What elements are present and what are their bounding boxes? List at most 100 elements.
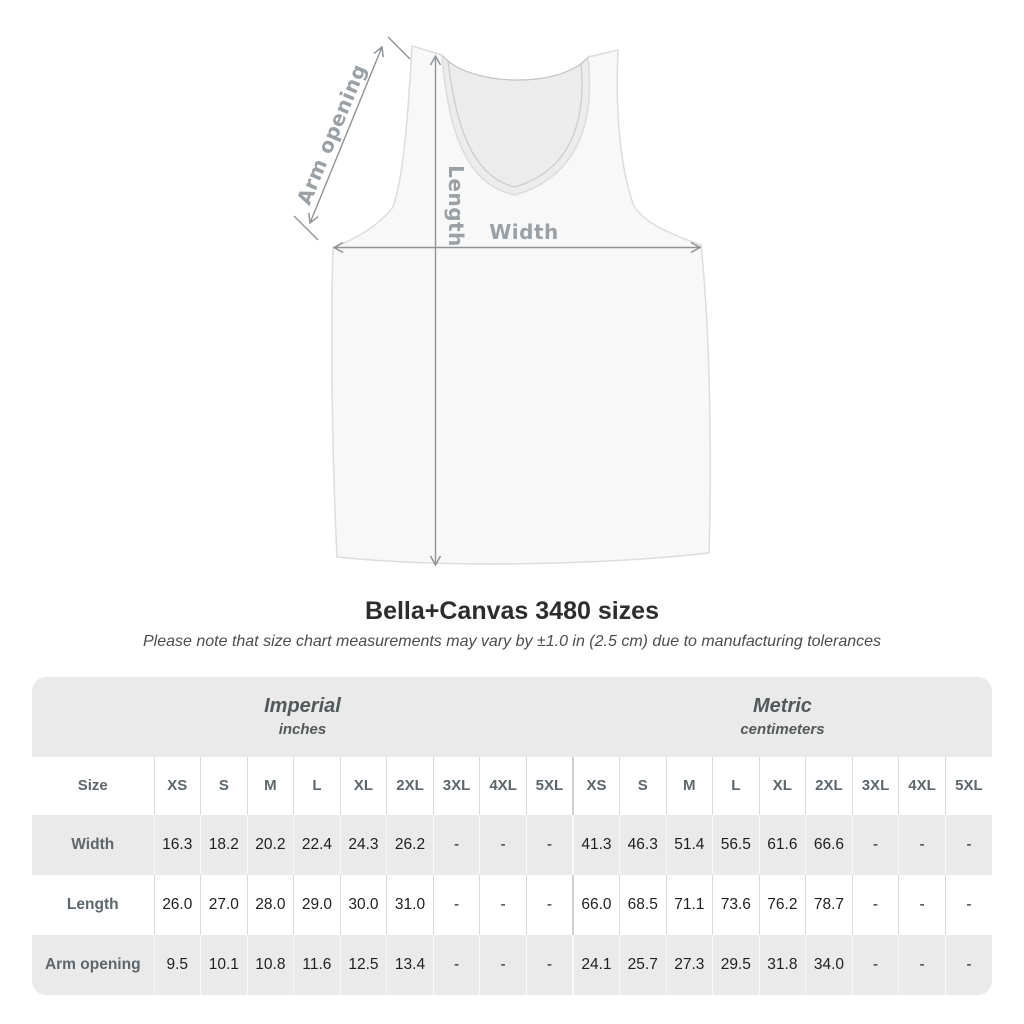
col-header-2xl-imperial: 2XL xyxy=(386,756,434,815)
unit-group-metric: Metric centimeters xyxy=(572,676,992,757)
row-label: Arm opening xyxy=(44,955,141,973)
col-header-l-metric: L xyxy=(712,756,760,815)
measurement-cell-imperial: 26.2 xyxy=(386,814,434,875)
measurement-cell-metric: - xyxy=(851,874,899,935)
col-header-m-imperial: M xyxy=(246,756,294,815)
measurement-cell-metric: - xyxy=(898,934,946,995)
width-label: Width xyxy=(489,220,559,244)
measurement-cell-imperial: - xyxy=(432,814,480,875)
measurement-cell-imperial: 24.3 xyxy=(339,814,387,875)
measurement-cell-metric: 46.3 xyxy=(618,814,667,875)
page-title: Bella+Canvas 3480 sizes xyxy=(365,597,659,625)
measurement-cell-metric: 66.6 xyxy=(805,814,853,875)
measurement-cell-imperial: 22.4 xyxy=(293,814,341,875)
col-header-l-imperial: L xyxy=(293,756,341,815)
measurement-cell-imperial: - xyxy=(525,814,573,875)
measurement-cell-imperial: 20.2 xyxy=(246,814,294,875)
unit-group-label: Metric xyxy=(753,695,812,717)
tolerance-note: Please note that size chart measurements… xyxy=(142,632,882,650)
measurement-cell-imperial: 28.0 xyxy=(246,874,294,935)
col-header-5xl-imperial: 5XL xyxy=(525,756,573,815)
tank-top-graphic: Width Length Arm opening xyxy=(292,36,712,567)
measurement-cell-imperial: 16.3 xyxy=(153,814,201,875)
measurement-cell-metric: 31.8 xyxy=(758,934,806,995)
measurement-cell-imperial: 30.0 xyxy=(339,874,387,935)
measurement-cell-metric: 78.7 xyxy=(805,874,853,935)
unit-group-sublabel: inches xyxy=(278,721,327,738)
measurement-cell-imperial: 13.4 xyxy=(386,934,434,995)
measurements-table: Imperial inches Metric centimeters Size XS S M L… xyxy=(32,676,992,995)
measurement-cell-metric: 61.6 xyxy=(758,814,806,875)
arm-opening-tick-bottom xyxy=(293,215,319,241)
measurement-cell-imperial: - xyxy=(432,874,480,935)
measurement-cell-metric: 34.0 xyxy=(805,934,853,995)
measurement-cell-imperial: 9.5 xyxy=(153,934,201,995)
col-header-5xl-metric: 5XL xyxy=(944,756,992,815)
neck-trim-line xyxy=(447,60,583,188)
measurement-cell-imperial: 29.0 xyxy=(293,874,341,935)
measurement-cell-metric: - xyxy=(851,814,899,875)
arm-opening-tick-top xyxy=(387,36,411,60)
measurement-cell-imperial: - xyxy=(479,874,527,935)
col-header-xl-imperial: XL xyxy=(339,756,387,815)
measurement-cell-imperial: 11.6 xyxy=(293,934,341,995)
row-label: Width xyxy=(71,835,115,853)
col-header-m-metric: M xyxy=(665,756,713,815)
measurement-cell-metric: 25.7 xyxy=(618,934,667,995)
col-header-xs-metric: XS xyxy=(571,756,620,815)
arm-opening-arrow xyxy=(308,45,384,225)
col-header-s-imperial: S xyxy=(200,756,248,815)
measurement-cell-imperial: - xyxy=(479,814,527,875)
measurement-cell-metric: 29.5 xyxy=(712,934,760,995)
col-header-4xl-imperial: 4XL xyxy=(479,756,527,815)
measurement-cell-metric: - xyxy=(944,934,992,995)
measurement-cell-imperial: 10.8 xyxy=(246,934,294,995)
measurement-cell-imperial: - xyxy=(525,934,573,995)
measurement-cell-metric: - xyxy=(898,814,946,875)
arm-opening-label: Arm opening xyxy=(292,60,372,208)
col-header-2xl-metric: 2XL xyxy=(805,756,853,815)
measurement-cell-metric: 51.4 xyxy=(665,814,713,875)
measurement-cell-metric: - xyxy=(898,874,946,935)
measurement-cell-metric: 76.2 xyxy=(758,874,806,935)
measurement-cell-metric: 41.3 xyxy=(571,814,620,875)
measurement-cell-imperial: 26.0 xyxy=(153,874,201,935)
col-header-xs-imperial: XS xyxy=(153,756,201,815)
measurement-cell-imperial: - xyxy=(525,874,573,935)
measurement-cell-metric: - xyxy=(851,934,899,995)
length-label: Length xyxy=(444,165,468,247)
measurement-cell-metric: 27.3 xyxy=(665,934,713,995)
measurement-cell-metric: 66.0 xyxy=(571,874,620,935)
col-header-3xl-metric: 3XL xyxy=(851,756,899,815)
measurement-cell-metric: 73.6 xyxy=(712,874,760,935)
measurement-cell-imperial: 18.2 xyxy=(200,814,248,875)
col-header-s-metric: S xyxy=(618,756,667,815)
measurement-cell-imperial: 31.0 xyxy=(386,874,434,935)
measurement-cell-metric: 68.5 xyxy=(618,874,667,935)
measurement-cell-imperial: 12.5 xyxy=(339,934,387,995)
col-header-3xl-imperial: 3XL xyxy=(432,756,480,815)
measurement-cell-metric: - xyxy=(944,814,992,875)
col-header-4xl-metric: 4XL xyxy=(898,756,946,815)
measurement-cell-imperial: 27.0 xyxy=(200,874,248,935)
size-header-row: Size XS S M L XL 2XL 3XL 4XL 5XL XS S M L XL 2XL 3XL 4XL 5… xyxy=(32,756,992,815)
measurement-cell-metric: 71.1 xyxy=(665,874,713,935)
measurement-cell-metric: 24.1 xyxy=(571,934,620,995)
unit-group-imperial: Imperial inches xyxy=(32,676,573,757)
tank-top-diagram: Width Length Arm opening xyxy=(292,36,712,567)
unit-group-sublabel: centimeters xyxy=(740,721,825,738)
size-chart-table: Imperial inches Metric centimeters Size XS S M L… xyxy=(32,676,992,995)
measurement-cell-imperial: - xyxy=(479,934,527,995)
measurement-cell-imperial: - xyxy=(432,934,480,995)
col-header-xl-metric: XL xyxy=(758,756,806,815)
size-column-header: Size xyxy=(32,756,154,815)
row-label: Length xyxy=(66,895,119,913)
measurement-cell-metric: - xyxy=(944,874,992,935)
measurement-row-width: Width 16.3 18.2 20.2 22.4 24.3 26.2- - -41.3 46.3… xyxy=(32,814,992,875)
measurement-cell-metric: 56.5 xyxy=(712,814,760,875)
measurement-row-length: Length 26.0 27.0 28.0 29.0 30.0 31.0- - -66.0 68.… xyxy=(32,874,992,935)
unit-group-label: Imperial xyxy=(264,695,341,717)
unit-group-row: Imperial inches Metric centimeters xyxy=(32,676,992,757)
measurement-row-arm-opening: Arm opening 9.5 10.1 10.8 11.6 12.5 13.4- - -24.… xyxy=(32,934,992,995)
measurement-cell-imperial: 10.1 xyxy=(200,934,248,995)
